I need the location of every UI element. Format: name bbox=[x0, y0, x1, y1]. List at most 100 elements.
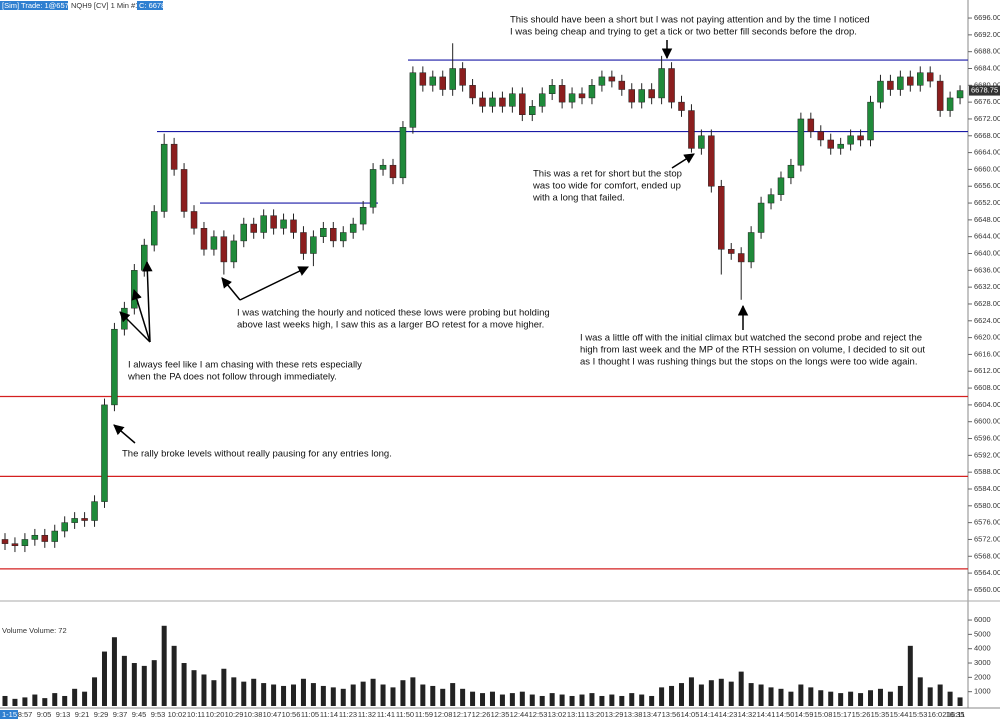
candle-body bbox=[310, 236, 317, 254]
volume-bar bbox=[410, 677, 416, 706]
candle-body bbox=[429, 76, 437, 86]
header-trade: [Sim] Trade: 1@6578.50 bbox=[2, 1, 83, 10]
y-tick-label: 6636.00 bbox=[974, 265, 1000, 274]
volume-bar bbox=[937, 684, 943, 706]
volume-bar bbox=[241, 681, 247, 706]
candle-body bbox=[917, 72, 924, 86]
annotation-text: I always feel like I am chasing with the… bbox=[128, 360, 362, 371]
y-tick-label: 6692.00 bbox=[974, 30, 1000, 39]
volume-bar bbox=[539, 695, 545, 706]
x-tick-label: 10:02 bbox=[168, 710, 187, 719]
candle-body bbox=[827, 139, 834, 149]
candle-body bbox=[111, 328, 118, 406]
x-tick-label: 11:14 bbox=[320, 710, 338, 719]
volume-bar bbox=[877, 688, 883, 706]
volume-tick-label: 1000 bbox=[974, 687, 991, 696]
volume-bar bbox=[688, 677, 694, 706]
volume-bar bbox=[897, 685, 903, 706]
volume-bar bbox=[619, 695, 625, 706]
candle-body bbox=[1, 539, 9, 544]
x-tick-label: 11:41 bbox=[377, 710, 395, 719]
candle-body bbox=[817, 131, 825, 141]
candle-body bbox=[71, 518, 78, 523]
y-tick-label: 6660.00 bbox=[974, 164, 1000, 173]
candle-body bbox=[91, 501, 98, 521]
x-tick-label: 9:53 bbox=[151, 710, 166, 719]
volume-bar bbox=[350, 684, 356, 706]
candle-body bbox=[459, 68, 466, 86]
candle-body bbox=[887, 80, 894, 90]
y-tick-label: 6596.00 bbox=[974, 434, 1000, 443]
volume-bar bbox=[828, 691, 834, 706]
volume-bar bbox=[887, 691, 893, 706]
x-tick-label: 14:50 bbox=[776, 710, 795, 719]
candle-body bbox=[807, 118, 815, 132]
x-tick-label: 9:13 bbox=[56, 710, 71, 719]
volume-bar bbox=[868, 690, 874, 706]
annotation-arrow bbox=[239, 266, 309, 301]
x-tick-label: 12:17 bbox=[453, 710, 472, 719]
header-last-box bbox=[137, 1, 163, 10]
candle-body bbox=[708, 135, 715, 187]
candle-body bbox=[489, 97, 496, 107]
candle-body bbox=[210, 236, 218, 250]
volume-bar bbox=[927, 687, 933, 706]
candle-body bbox=[320, 228, 327, 237]
candle-body bbox=[170, 143, 178, 170]
volume-bar bbox=[2, 695, 8, 706]
x-tick-label: 10:38 bbox=[244, 710, 263, 719]
candle-body bbox=[618, 80, 626, 90]
candle-body bbox=[628, 89, 636, 103]
x-tick-label: 16:02 bbox=[928, 710, 947, 719]
y-tick-label: 6620.00 bbox=[974, 333, 1000, 342]
volume-bar bbox=[460, 688, 466, 706]
candle-body bbox=[538, 93, 546, 107]
candle-body bbox=[529, 106, 536, 115]
candle-body bbox=[469, 85, 476, 99]
volume-bar bbox=[52, 693, 58, 706]
annotation-arrow bbox=[119, 311, 151, 343]
y-tick-label: 6576.00 bbox=[974, 518, 1000, 527]
x-tick-label: 16:11 bbox=[947, 710, 965, 719]
candle-body bbox=[956, 90, 964, 99]
volume-bar bbox=[121, 655, 127, 706]
volume-bar bbox=[499, 694, 505, 706]
y-tick-label: 6560.00 bbox=[974, 585, 1000, 594]
volume-bar bbox=[470, 691, 476, 706]
annotation-text: I was being cheap and trying to get a ti… bbox=[510, 27, 857, 38]
volume-bar bbox=[629, 693, 635, 706]
volume-bar bbox=[370, 678, 376, 706]
volume-bar bbox=[579, 694, 585, 706]
volume-title: Volume Volume: 72 bbox=[2, 626, 67, 635]
volume-bar bbox=[320, 685, 326, 706]
x-tick-label: 14:14 bbox=[700, 710, 719, 719]
volume-bar bbox=[957, 697, 963, 706]
candle-body bbox=[936, 80, 944, 111]
candle-body bbox=[230, 240, 238, 263]
volume-tick-label: 4000 bbox=[974, 644, 991, 653]
x-tick-label: 13:11 bbox=[567, 710, 585, 719]
volume-bar bbox=[738, 671, 744, 706]
candle-body bbox=[867, 101, 874, 141]
candle-body bbox=[757, 202, 765, 233]
y-tick-label: 6672.00 bbox=[974, 114, 1000, 123]
candle-body bbox=[101, 404, 108, 502]
annotation-text: high from last week and the MP of the RT… bbox=[580, 345, 925, 356]
volume-bar bbox=[838, 693, 844, 706]
candle-body bbox=[767, 194, 775, 204]
y-tick-label: 6680.00 bbox=[974, 80, 1000, 89]
y-tick-label: 6684.00 bbox=[974, 63, 1000, 72]
volume-bar bbox=[669, 685, 675, 706]
candle-body bbox=[81, 518, 88, 521]
volume-bar bbox=[291, 684, 297, 706]
x-tick-label: 11:05 bbox=[301, 710, 319, 719]
x-tick-label: 14:32 bbox=[738, 710, 757, 719]
plot-background bbox=[0, 0, 968, 708]
x-tick-label: 10:56 bbox=[282, 710, 301, 719]
volume-bar bbox=[659, 687, 665, 706]
volume-bar bbox=[251, 678, 257, 706]
candle-body bbox=[150, 211, 158, 246]
volume-bar bbox=[340, 688, 346, 706]
x-tick-label: 13:56 bbox=[662, 710, 681, 719]
candle-body bbox=[787, 164, 795, 179]
